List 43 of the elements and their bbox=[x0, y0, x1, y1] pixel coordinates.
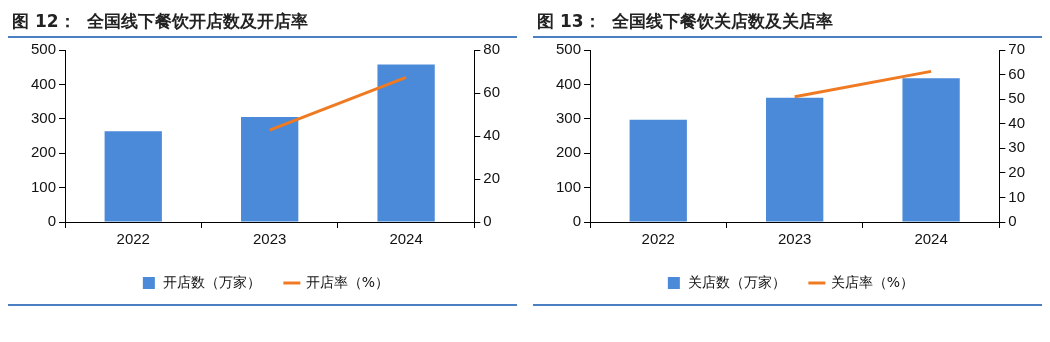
y-tick-label: 300 bbox=[556, 108, 582, 126]
bar bbox=[902, 78, 960, 222]
legend-label: 开店率（%） bbox=[305, 273, 390, 290]
y2-tick-label: 70 bbox=[1008, 40, 1025, 58]
bar bbox=[241, 117, 299, 222]
y2-tick-label: 60 bbox=[1008, 64, 1025, 82]
chart-title: 图 13： 全国线下餐饮关店数及关店率 bbox=[533, 6, 1042, 38]
y2-tick-label: 50 bbox=[1008, 89, 1025, 107]
y2-tick-label: 0 bbox=[483, 212, 492, 230]
y2-tick-label: 40 bbox=[1008, 113, 1025, 131]
x-tick-label: 2022 bbox=[116, 230, 150, 248]
bar bbox=[629, 119, 687, 222]
bar bbox=[104, 131, 162, 222]
y-tick-label: 300 bbox=[31, 108, 57, 126]
bar bbox=[377, 64, 435, 222]
y2-tick-label: 30 bbox=[1008, 138, 1025, 156]
y-tick-label: 0 bbox=[47, 212, 57, 230]
y2-tick-label: 10 bbox=[1008, 187, 1025, 205]
chart-title: 图 12： 全国线下餐饮开店数及开店率 bbox=[8, 6, 517, 38]
y-tick-label: 0 bbox=[572, 212, 582, 230]
y-tick-label: 400 bbox=[31, 74, 57, 92]
y2-tick-label: 40 bbox=[483, 126, 500, 144]
y-tick-label: 400 bbox=[556, 74, 582, 92]
y2-tick-label: 80 bbox=[483, 40, 500, 58]
legend-label: 关店数（万家） bbox=[687, 273, 786, 290]
x-tick-label: 2023 bbox=[252, 230, 287, 248]
y2-tick-label: 60 bbox=[483, 83, 500, 101]
legend-label: 关店率（%） bbox=[830, 273, 915, 290]
y2-tick-label: 20 bbox=[483, 169, 500, 187]
y-tick-label: 100 bbox=[31, 177, 57, 195]
x-tick-label: 2024 bbox=[389, 230, 423, 248]
y-tick-label: 500 bbox=[556, 40, 582, 58]
y2-tick-label: 0 bbox=[1008, 212, 1017, 230]
x-tick-label: 2023 bbox=[777, 230, 812, 248]
y-tick-label: 500 bbox=[31, 40, 57, 58]
y-tick-label: 200 bbox=[31, 143, 57, 161]
x-tick-label: 2022 bbox=[641, 230, 675, 248]
legend-label: 开店数（万家） bbox=[162, 273, 261, 290]
y-tick-label: 200 bbox=[556, 143, 582, 161]
bar bbox=[766, 97, 824, 222]
x-tick-label: 2024 bbox=[914, 230, 948, 248]
y2-tick-label: 20 bbox=[1008, 163, 1025, 180]
y-tick-label: 100 bbox=[556, 177, 582, 195]
